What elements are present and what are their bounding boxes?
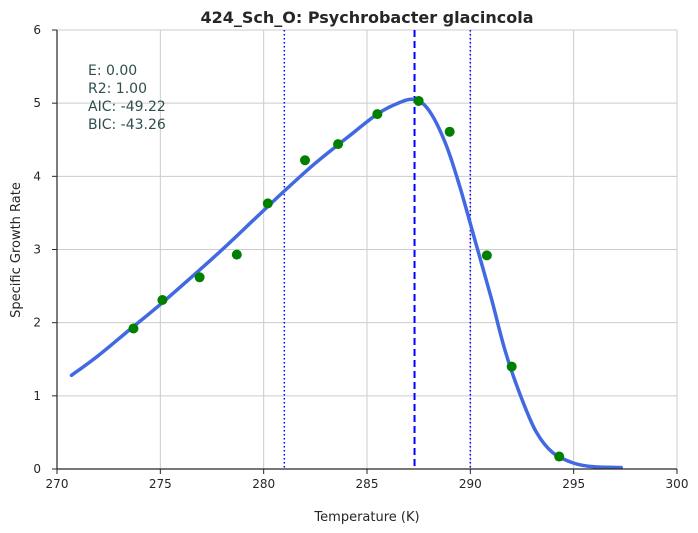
x-tick-label: 300	[666, 477, 689, 491]
grid	[56, 29, 678, 470]
fit-statistics: E: 0.00 R2: 1.00 AIC: -49.22 BIC: -43.26	[88, 63, 166, 133]
y-tick-label: 4	[33, 169, 41, 183]
y-tick-label: 1	[33, 389, 41, 403]
y-tick-label: 2	[33, 316, 41, 330]
chart-title: 424_Sch_O: Psychrobacter glacincola	[200, 8, 533, 27]
stat-r2: R2: 1.00	[88, 81, 147, 97]
axes: 270 275 280 285 290 295 300 0 1 2 3 4 5 6	[33, 23, 688, 491]
y-tick-label: 5	[33, 96, 41, 110]
data-point	[481, 250, 492, 261]
data-point	[506, 361, 517, 372]
data-point	[128, 323, 139, 334]
y-tick-label: 6	[33, 23, 41, 37]
reference-lines	[283, 30, 472, 469]
stat-bic: BIC: -43.26	[88, 117, 166, 133]
y-axis-title: Specific Growth Rate	[9, 182, 24, 318]
x-tick-label: 290	[459, 477, 482, 491]
data-point	[231, 249, 242, 260]
x-tick-label: 295	[562, 477, 585, 491]
data-point	[262, 198, 273, 209]
y-tick-label: 3	[33, 243, 41, 257]
series	[69, 95, 623, 470]
x-tick-label: 280	[252, 477, 275, 491]
data-point	[300, 155, 310, 166]
data-point	[413, 95, 424, 106]
data-point	[157, 294, 168, 305]
x-tick-label: 270	[46, 477, 69, 491]
fitted-curve	[69, 97, 623, 470]
y-tick-label: 0	[33, 462, 41, 476]
data-point	[333, 139, 344, 150]
x-tick-label: 285	[356, 477, 379, 491]
data-point	[194, 272, 205, 283]
data-point	[554, 451, 565, 462]
x-axis-title: Temperature (K)	[313, 510, 419, 525]
stat-e: E: 0.00	[88, 63, 137, 79]
data-point	[372, 109, 383, 120]
stat-aic: AIC: -49.22	[88, 99, 166, 115]
x-tick-label: 275	[149, 477, 172, 491]
data-point	[444, 126, 455, 137]
